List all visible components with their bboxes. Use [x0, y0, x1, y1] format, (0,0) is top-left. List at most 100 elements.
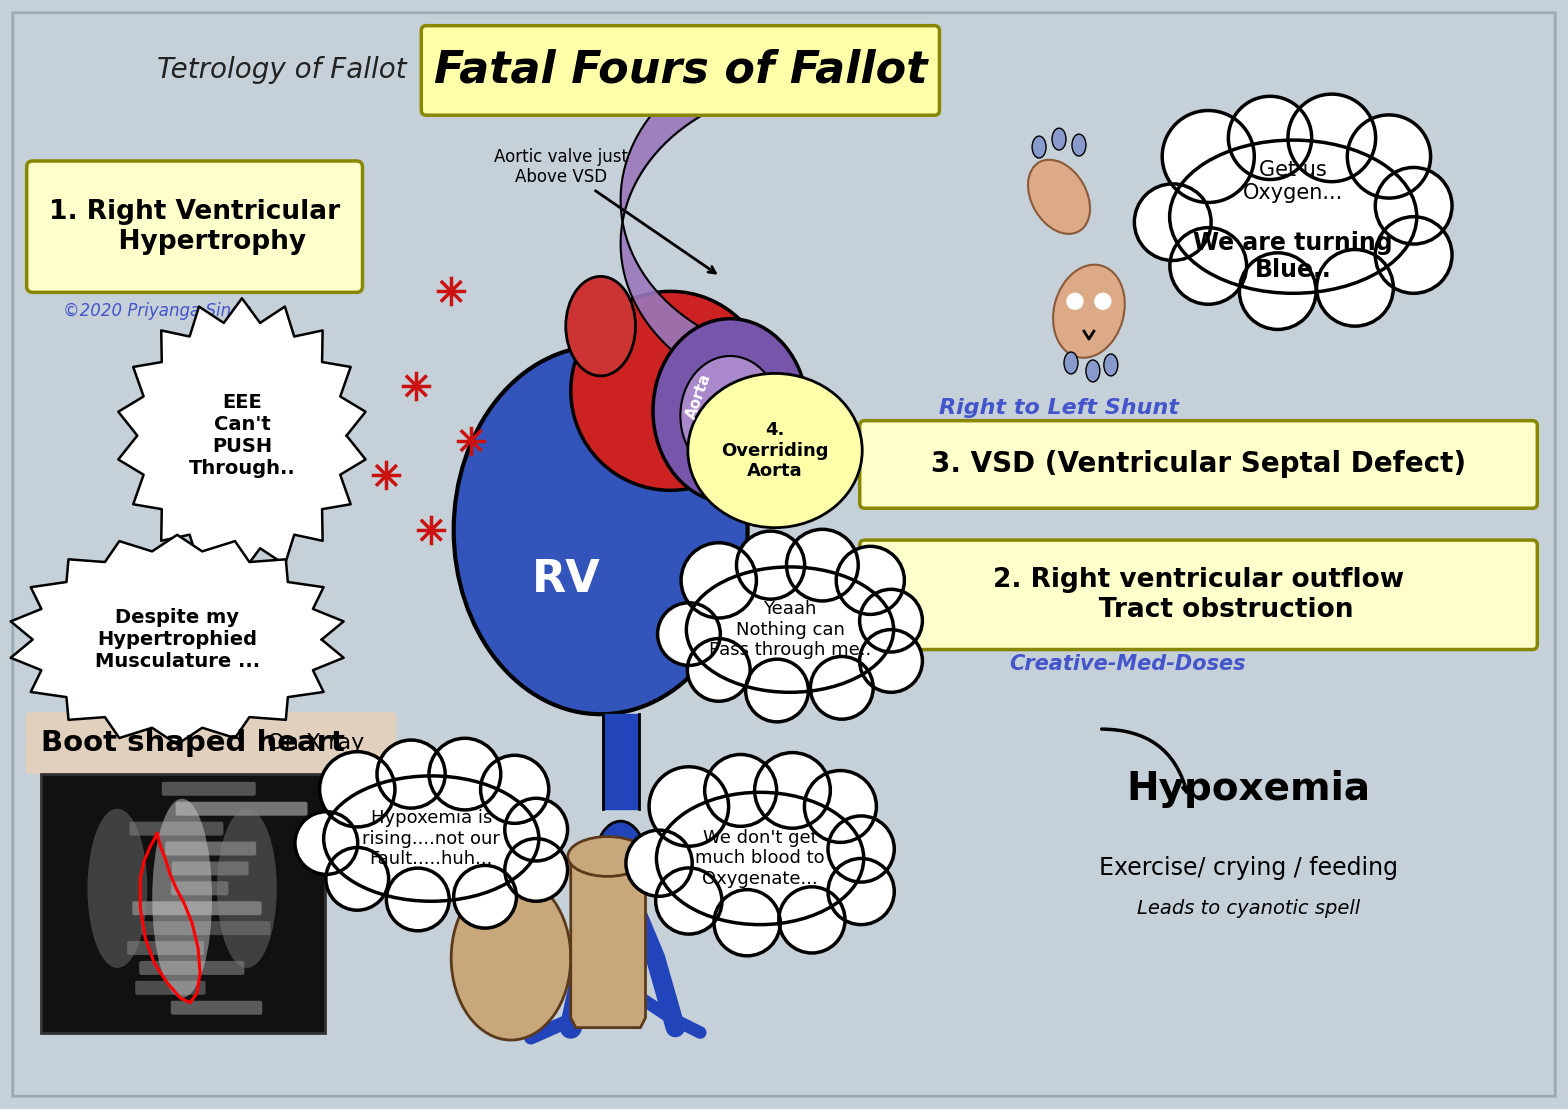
FancyBboxPatch shape: [859, 540, 1537, 650]
Circle shape: [453, 865, 516, 928]
Ellipse shape: [323, 776, 539, 902]
Circle shape: [505, 838, 568, 902]
FancyBboxPatch shape: [103, 902, 220, 915]
Text: Leads to cyanotic spell: Leads to cyanotic spell: [1137, 898, 1359, 918]
Circle shape: [430, 739, 500, 810]
Ellipse shape: [652, 318, 808, 502]
Circle shape: [1170, 227, 1247, 304]
Text: Boot shaped heart: Boot shaped heart: [41, 729, 345, 757]
Circle shape: [505, 798, 568, 861]
Circle shape: [1375, 167, 1452, 244]
Circle shape: [1287, 94, 1375, 182]
Circle shape: [811, 657, 873, 719]
Circle shape: [1317, 250, 1394, 326]
Circle shape: [859, 630, 922, 692]
Text: We are turning
Blue..: We are turning Blue..: [1193, 231, 1392, 283]
Circle shape: [859, 589, 922, 652]
Ellipse shape: [688, 374, 862, 528]
Text: 4.
Overriding
Aorta: 4. Overriding Aorta: [721, 420, 829, 480]
Ellipse shape: [1029, 160, 1090, 234]
Circle shape: [704, 754, 776, 826]
Ellipse shape: [152, 798, 212, 998]
FancyBboxPatch shape: [118, 782, 187, 796]
Circle shape: [787, 529, 858, 601]
Circle shape: [386, 868, 448, 930]
FancyBboxPatch shape: [108, 802, 207, 816]
Circle shape: [295, 812, 358, 874]
Text: 1. Right Ventricular
    Hypertrophy: 1. Right Ventricular Hypertrophy: [49, 199, 340, 255]
Text: Get us
Oxygen...: Get us Oxygen...: [1243, 161, 1344, 203]
Circle shape: [713, 889, 781, 956]
FancyBboxPatch shape: [168, 1000, 248, 1015]
Polygon shape: [11, 535, 343, 744]
Text: EEE
Can't
PUSH
Through..: EEE Can't PUSH Through..: [188, 393, 295, 478]
Text: Creative-Med-Doses: Creative-Med-Doses: [1010, 654, 1245, 674]
FancyBboxPatch shape: [27, 161, 362, 293]
Circle shape: [626, 831, 691, 896]
Ellipse shape: [596, 821, 646, 896]
Text: 2. Right ventricular outflow
      Tract obstruction: 2. Right ventricular outflow Tract obstr…: [993, 567, 1403, 623]
Circle shape: [480, 755, 549, 823]
Text: ©2020 Priyanga Singh: ©2020 Priyanga Singh: [63, 303, 252, 321]
Circle shape: [1347, 115, 1430, 199]
FancyBboxPatch shape: [107, 980, 169, 995]
FancyBboxPatch shape: [25, 712, 397, 774]
Circle shape: [828, 858, 894, 925]
Text: Fatal Fours of Fallot: Fatal Fours of Fallot: [434, 49, 927, 92]
Ellipse shape: [1032, 136, 1046, 157]
Text: On X ray: On X ray: [260, 733, 364, 753]
Circle shape: [754, 753, 831, 828]
Circle shape: [1162, 111, 1254, 203]
Circle shape: [779, 887, 845, 953]
Circle shape: [687, 639, 750, 701]
FancyBboxPatch shape: [144, 822, 224, 835]
Ellipse shape: [681, 356, 779, 476]
Ellipse shape: [687, 567, 894, 692]
Circle shape: [1239, 253, 1316, 329]
FancyBboxPatch shape: [41, 774, 325, 1032]
Ellipse shape: [453, 346, 748, 714]
Text: Right to Left Shunt: Right to Left Shunt: [939, 398, 1179, 418]
Text: We don't get
much blood to
Oxygenate...: We don't get much blood to Oxygenate...: [695, 828, 825, 888]
Ellipse shape: [566, 276, 635, 376]
Ellipse shape: [1087, 360, 1099, 381]
Ellipse shape: [1073, 134, 1087, 156]
FancyBboxPatch shape: [160, 922, 254, 935]
Circle shape: [1375, 216, 1452, 293]
Circle shape: [1094, 293, 1110, 309]
Polygon shape: [118, 298, 365, 573]
Circle shape: [655, 868, 721, 934]
Circle shape: [681, 542, 756, 618]
Circle shape: [828, 816, 894, 882]
Circle shape: [657, 603, 720, 665]
Ellipse shape: [1170, 140, 1417, 293]
Text: Yeaah
Nothing can
Pass through me..: Yeaah Nothing can Pass through me..: [709, 600, 872, 660]
Ellipse shape: [1052, 129, 1066, 150]
Text: Despite my
Hypertrophied
Musculature ...: Despite my Hypertrophied Musculature ...: [94, 608, 260, 671]
Circle shape: [746, 659, 809, 722]
Ellipse shape: [1065, 352, 1077, 374]
Ellipse shape: [1054, 265, 1124, 358]
Circle shape: [1066, 293, 1083, 309]
Circle shape: [1134, 184, 1210, 261]
Ellipse shape: [88, 808, 147, 968]
Circle shape: [804, 771, 877, 843]
FancyBboxPatch shape: [422, 26, 939, 115]
Ellipse shape: [1104, 354, 1118, 376]
Text: RV: RV: [532, 558, 601, 601]
FancyBboxPatch shape: [859, 420, 1537, 508]
Circle shape: [376, 740, 445, 808]
FancyBboxPatch shape: [141, 862, 207, 875]
Ellipse shape: [216, 808, 278, 968]
Text: Aorta: Aorta: [684, 372, 713, 420]
FancyBboxPatch shape: [116, 942, 212, 955]
Circle shape: [737, 531, 804, 599]
Polygon shape: [571, 848, 646, 1028]
Text: Aortic valve just
Above VSD: Aortic valve just Above VSD: [494, 147, 715, 273]
FancyBboxPatch shape: [100, 882, 177, 895]
Text: Exercise/ crying / feeding: Exercise/ crying / feeding: [1099, 856, 1397, 881]
Text: Tetrology of Fallot: Tetrology of Fallot: [157, 57, 406, 84]
Circle shape: [1228, 96, 1312, 180]
Text: Hypoxemia is
rising....not our
Fault.....huh...: Hypoxemia is rising....not our Fault....…: [362, 808, 500, 868]
FancyBboxPatch shape: [130, 842, 249, 855]
